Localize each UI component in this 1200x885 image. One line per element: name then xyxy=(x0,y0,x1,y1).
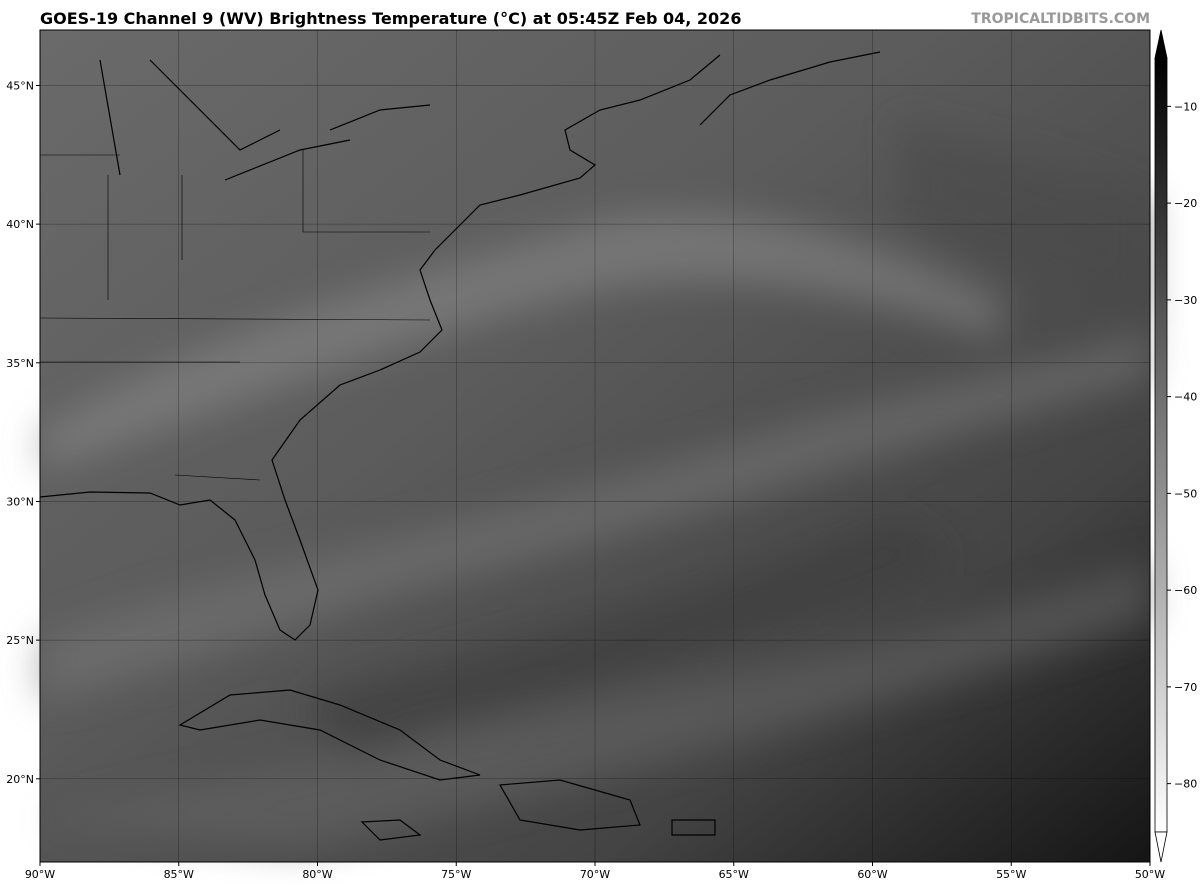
colorbar-tick-label: −10 xyxy=(1174,100,1197,113)
lat-tick-label: 35°N xyxy=(6,357,34,370)
lat-tick-label: 20°N xyxy=(6,773,34,786)
colorbar-extend-max xyxy=(1154,29,1168,59)
lon-tick-label: 65°W xyxy=(719,868,749,881)
map-title: GOES-19 Channel 9 (WV) Brightness Temper… xyxy=(40,9,742,28)
nova-scotia xyxy=(699,51,881,126)
colorbar-tick-label: −40 xyxy=(1174,391,1197,404)
lat-tick-label: 30°N xyxy=(6,495,34,508)
lon-tick-label: 80°W xyxy=(302,868,332,881)
lon-tick-label: 60°W xyxy=(857,868,887,881)
lon-tick-label: 75°W xyxy=(441,868,471,881)
lat-tick-label: 25°N xyxy=(6,634,34,647)
borders xyxy=(39,150,431,481)
jamaica xyxy=(360,819,422,841)
lon-tick-label: 90°W xyxy=(25,868,55,881)
puerto-rico xyxy=(671,819,716,836)
lon-tick-label: 70°W xyxy=(580,868,610,881)
colorbar-tick-label: −60 xyxy=(1174,584,1197,597)
cuba xyxy=(178,689,481,781)
lat-tick-label: 45°N xyxy=(6,79,34,92)
lon-tick-label: 50°W xyxy=(1135,868,1165,881)
colorbar-tick-label: −30 xyxy=(1174,294,1197,307)
colorbar: −10 −20 −30 −40 −50 −60 −70 −80 xyxy=(1154,29,1197,863)
colorbar-tick-label: −50 xyxy=(1174,487,1197,500)
colorbar-extend-min xyxy=(1154,831,1168,863)
credit-watermark: TROPICALTIDBITS.COM xyxy=(971,11,1150,27)
lon-tick-label: 55°W xyxy=(996,868,1026,881)
axis-ticks: 90°W 85°W 80°W 75°W 70°W 65°W 60°W 55°W 50°W 20°N… xyxy=(6,79,1165,881)
great-lakes xyxy=(99,59,431,181)
lat-tick-label: 40°N xyxy=(6,218,34,231)
lon-tick-label: 85°W xyxy=(164,868,194,881)
hispaniola xyxy=(499,779,641,831)
colorbar-tick-label: −80 xyxy=(1174,778,1197,791)
colorbar-tick-label: −70 xyxy=(1174,681,1197,694)
colorbar-tick-label: −20 xyxy=(1174,197,1197,210)
coastlines xyxy=(39,51,881,841)
us-east-coast xyxy=(39,54,721,641)
